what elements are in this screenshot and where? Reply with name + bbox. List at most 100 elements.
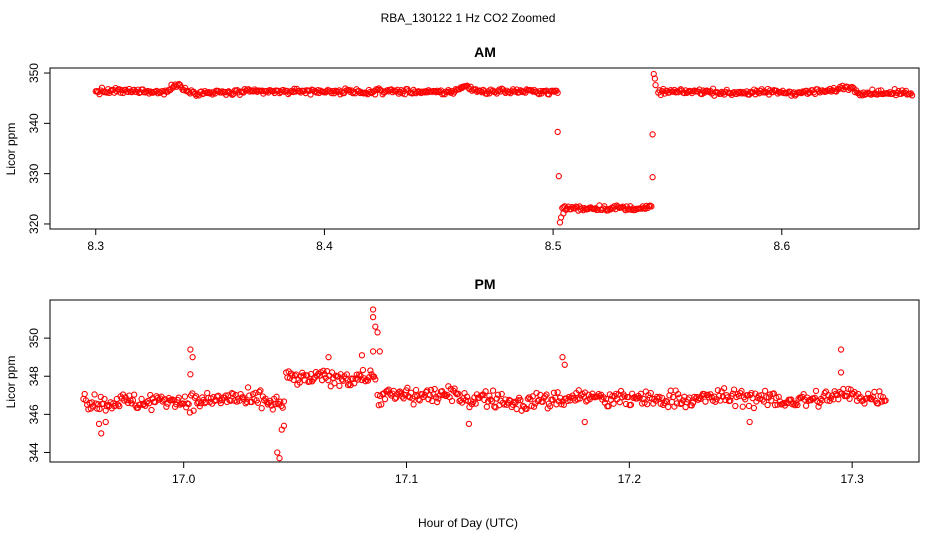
pm-data-point <box>190 407 197 414</box>
pm-data-point <box>222 392 229 399</box>
pm-data-point <box>191 394 198 401</box>
pm-data-point <box>244 384 252 391</box>
pm-data-point <box>835 396 842 403</box>
pm-data-point <box>304 372 311 379</box>
pm-y-tick-label: 350 <box>27 328 41 348</box>
pm-data-point <box>372 323 379 330</box>
pm-data-point <box>674 390 682 398</box>
am-data-point <box>908 92 916 99</box>
pm-data-point <box>116 402 123 410</box>
pm-x-tick-label: 17.1 <box>395 472 419 486</box>
pm-data-point <box>621 393 628 400</box>
am-x-tick-label: 8.6 <box>773 239 790 253</box>
x-axis-label: Hour of Day (UTC) <box>418 516 518 530</box>
pm-data-point <box>185 400 192 408</box>
pm-y-tick-label: 346 <box>27 404 41 424</box>
pm-data-point <box>336 382 343 389</box>
pm-data-point <box>463 393 471 400</box>
am-data-point <box>651 75 659 82</box>
am-data-point <box>193 92 200 99</box>
pm-data-point <box>181 393 189 400</box>
pm-data-point <box>101 395 108 403</box>
pm-data-point <box>369 348 377 355</box>
am-data-point <box>555 173 562 180</box>
pm-x-tick-label: 17.0 <box>172 472 196 486</box>
pm-data-point <box>513 405 520 413</box>
pm-data-point <box>95 420 103 428</box>
panel-am-ylabel: Licor ppm <box>4 123 18 176</box>
pm-data-point <box>359 366 367 374</box>
pm-data-point <box>358 352 366 359</box>
pm-data-point <box>792 400 800 407</box>
pm-data-point <box>815 403 822 410</box>
am-data-point <box>374 86 381 94</box>
pm-data-point <box>483 403 490 410</box>
pm-data-point <box>488 398 495 405</box>
pm-data-point <box>448 397 456 405</box>
pm-data-point <box>434 398 441 406</box>
pm-data-point <box>732 402 739 410</box>
pm-data-point <box>739 403 746 410</box>
pm-data-point <box>381 396 389 403</box>
am-data-point <box>218 89 225 96</box>
pm-data-point <box>404 384 411 391</box>
pm-data-point <box>523 405 530 413</box>
pm-data-point <box>369 306 377 313</box>
pm-data-point <box>262 395 269 402</box>
am-data-point <box>849 84 856 91</box>
pm-data-point <box>564 397 571 405</box>
pm-data-point <box>217 399 224 407</box>
am-data-point <box>227 90 235 97</box>
am-y-tick-label: 340 <box>27 113 41 133</box>
pm-data-point <box>616 399 623 406</box>
pm-data-point <box>575 387 582 394</box>
am-x-tick-label: 8.3 <box>87 239 104 253</box>
pm-data-point <box>424 387 431 394</box>
am-data-point <box>759 89 766 96</box>
pm-data-point <box>498 390 505 398</box>
pm-data-point <box>397 390 405 397</box>
pm-data-point <box>865 390 872 397</box>
am-x-tick-label: 8.5 <box>545 239 562 253</box>
pm-data-point <box>871 388 878 396</box>
pm-data-point <box>189 354 196 361</box>
pm-data-point <box>658 394 666 402</box>
pm-data-point <box>163 403 170 410</box>
am-data-point <box>103 89 111 96</box>
pm-data-point <box>738 387 745 395</box>
pm-data-point <box>400 395 407 402</box>
am-data-point <box>554 128 561 136</box>
pm-data-point <box>88 399 96 406</box>
chart-title: RBA_130122 1 Hz CO2 Zoomed <box>381 11 556 25</box>
pm-data-point <box>489 387 497 394</box>
pm-data-point <box>113 395 120 403</box>
pm-data-point <box>758 392 765 399</box>
pm-data-point <box>362 378 369 385</box>
pm-data-point <box>605 403 612 410</box>
pm-data-point <box>342 375 349 382</box>
pm-data-point <box>539 398 546 405</box>
pm-data-point <box>750 404 758 412</box>
pm-data-point <box>374 329 381 336</box>
pm-data-point <box>256 388 263 396</box>
pm-data-point <box>187 371 194 378</box>
am-data-point <box>367 88 374 96</box>
am-data-point <box>648 203 655 210</box>
pm-data-point <box>746 418 753 426</box>
pm-y-tick-label: 348 <box>27 366 41 386</box>
pm-data-point <box>730 386 738 393</box>
panel-am-frame <box>49 67 920 230</box>
pm-data-point <box>291 372 298 379</box>
pm-data-point <box>547 403 554 410</box>
pm-data-point <box>254 399 262 406</box>
pm-data-point <box>277 398 284 405</box>
pm-data-point <box>257 387 264 394</box>
pm-data-point <box>640 395 647 403</box>
pm-data-point <box>768 397 775 404</box>
pm-data-point <box>745 402 753 410</box>
pm-data-point <box>258 405 265 412</box>
am-data-point <box>657 91 664 99</box>
pm-data-point <box>486 392 493 399</box>
pm-data-point <box>561 361 568 368</box>
